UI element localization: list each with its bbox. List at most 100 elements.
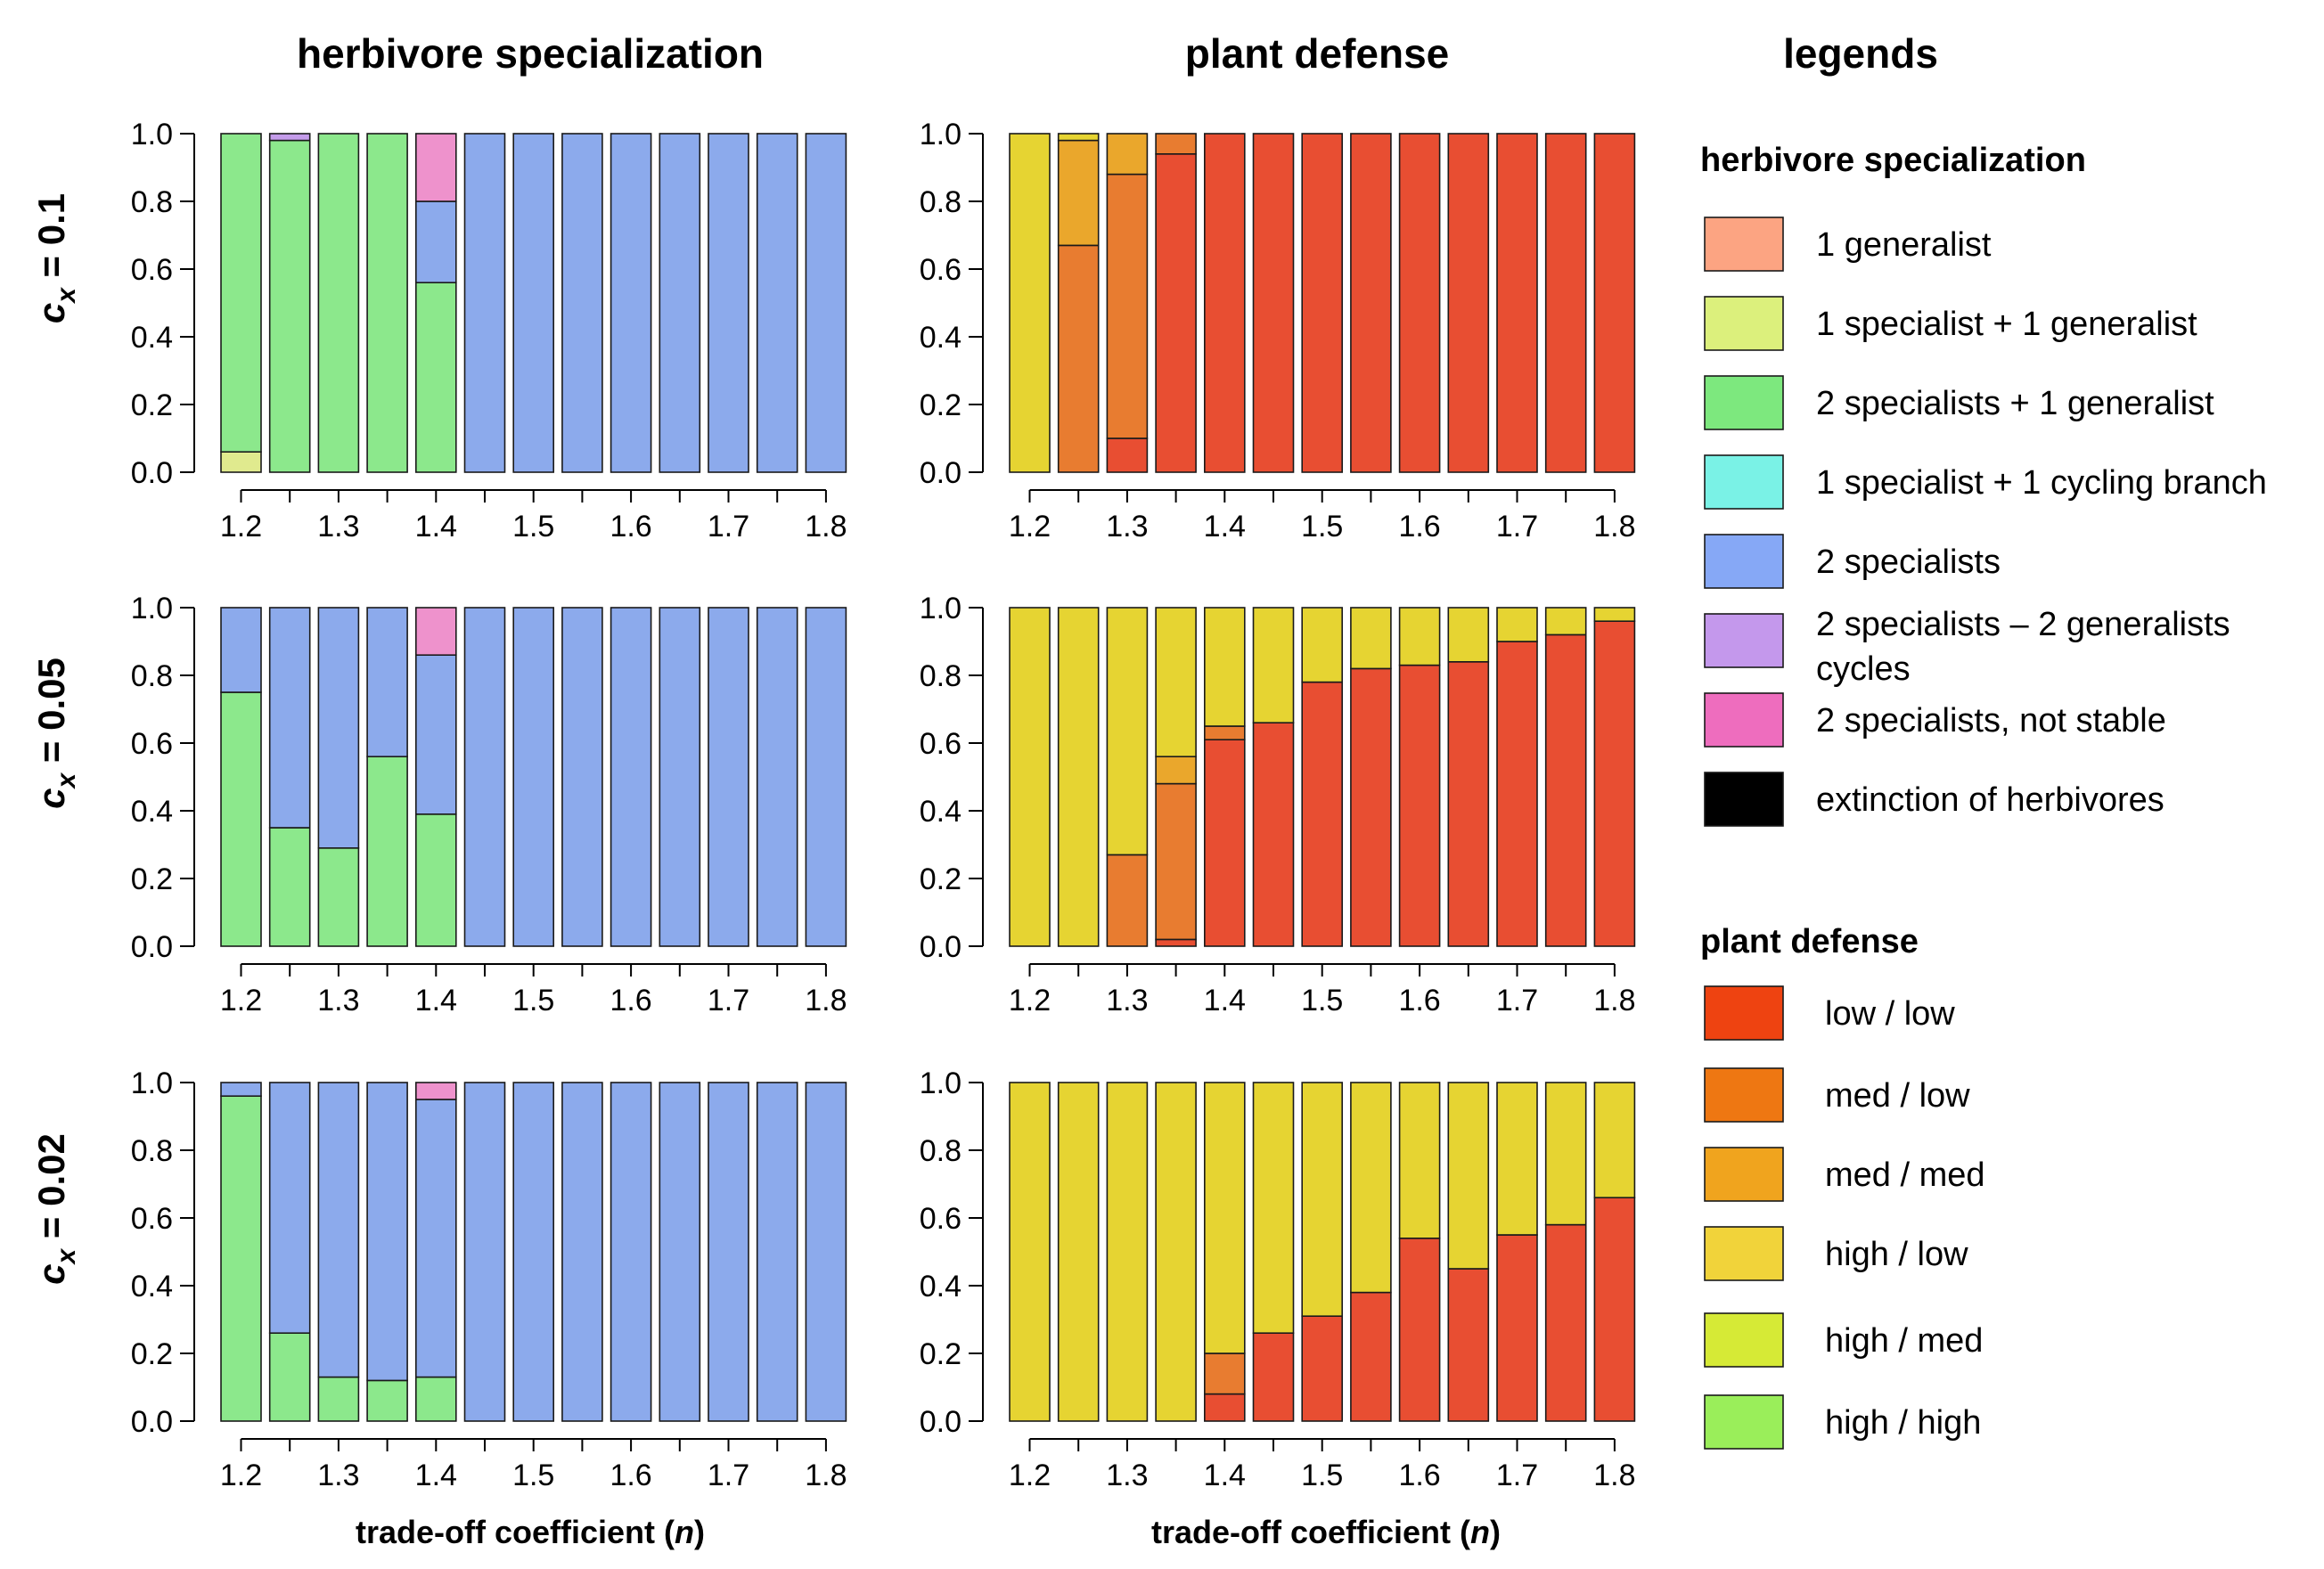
- x-axis-label-prefix: trade-off coefficient (: [1151, 1514, 1470, 1550]
- bar-segment-ll: [1496, 133, 1538, 473]
- legend-label-2sns: 2 specialists, not stable: [1816, 702, 2166, 740]
- y-tick-label: 0.6: [920, 727, 962, 761]
- herbivore-column-title: herbivore specialization: [297, 30, 764, 77]
- legend-label-hh: high / high: [1825, 1404, 1981, 1442]
- bar-segment-2s: [610, 133, 652, 473]
- x-tick-label: 1.6: [610, 984, 651, 1017]
- bar-segment-ll: [1593, 620, 1636, 947]
- x-tick-label: 1.6: [610, 1459, 651, 1492]
- legend-label-mm: med / med: [1825, 1156, 1985, 1194]
- x-axis-label-prefix: trade-off coefficient (: [356, 1514, 675, 1550]
- bar-segment-hl: [1350, 1082, 1392, 1294]
- y-tick-label: 0.4: [920, 1270, 962, 1303]
- bar-segment-2s1g: [268, 139, 311, 473]
- y-tick-label: 0.2: [131, 862, 173, 896]
- bar-segment-2s: [220, 1082, 262, 1097]
- bar-segment-2s1g: [366, 1379, 408, 1422]
- y-tick-label: 0.2: [920, 1337, 962, 1371]
- chart-panel-5: 0.0 0.2 0.4 0.6 0.8 1.0 1.2 1.3 1.4 1.5 1.6 1.7 1.8: [131, 1066, 847, 1492]
- x-tick-label: 1.7: [708, 510, 749, 543]
- bar-segment-ll: [1544, 1223, 1587, 1422]
- y-tick-label: 0.8: [920, 185, 962, 219]
- bar-segment-2s1g: [366, 133, 408, 473]
- bar-segment-2s: [268, 1082, 311, 1335]
- plant-column-title: plant defense: [1185, 30, 1450, 77]
- x-tick-label: 1.6: [1398, 1459, 1440, 1492]
- x-tick-label: 1.2: [220, 510, 262, 543]
- bar-segment-ll: [1155, 938, 1197, 947]
- bar-segment-2s: [610, 607, 652, 947]
- bar-segment-2s: [805, 1082, 847, 1422]
- bar-segment-hl: [1057, 1082, 1100, 1422]
- legend-swatch-1s1g: [1704, 296, 1784, 351]
- y-tick-label: 0.6: [920, 1202, 962, 1236]
- y-tick-label: 0.6: [131, 727, 173, 761]
- legend-swatch-hh: [1704, 1394, 1784, 1450]
- legend-swatch-ml: [1704, 1067, 1784, 1123]
- bar-segment-2s1g: [220, 1095, 262, 1422]
- bar-segment-2sns: [414, 133, 457, 202]
- y-tick-label: 0.4: [131, 1270, 173, 1303]
- bar-segment-ml: [1057, 244, 1100, 473]
- y-tick-label: 0.8: [131, 659, 173, 693]
- x-axis-label-symbol: n: [675, 1514, 694, 1550]
- bar-segment-2s1g: [366, 756, 408, 947]
- bar-segment-hl: [1447, 607, 1490, 663]
- bar-segment-ll: [1106, 437, 1149, 473]
- bar-segment-hl: [1544, 607, 1587, 636]
- x-tick-label: 1.4: [1204, 984, 1246, 1017]
- bar-segment-2s: [756, 133, 798, 473]
- y-tick-label: 0.6: [131, 253, 173, 287]
- bar-segment-2s1g: [414, 282, 457, 473]
- x-tick-label: 1.4: [1204, 510, 1246, 543]
- x-axis-label-left: trade-off coefficient (n): [356, 1514, 705, 1550]
- bar-segment-hl: [1252, 607, 1295, 723]
- legend-label-ml: med / low: [1825, 1077, 1970, 1115]
- x-tick-label: 1.5: [1301, 984, 1343, 1017]
- bar-segment-2s1g: [268, 827, 311, 947]
- row-label-2: cx = 0.05: [30, 658, 81, 809]
- legends-column-title: legends: [1783, 30, 1938, 77]
- y-tick-label: 0.0: [920, 456, 962, 490]
- bar-segment-2s1g: [220, 133, 262, 454]
- legend-swatch-2s: [1704, 534, 1784, 589]
- bar-segment-hl: [1009, 607, 1051, 947]
- bar-segment-ll: [1544, 133, 1587, 473]
- y-tick-label: 0.8: [920, 659, 962, 693]
- bar-segment-2s: [708, 607, 749, 947]
- bar-segment-ll: [1447, 133, 1490, 473]
- bar-segment-ll: [1204, 1393, 1246, 1422]
- bar-segment-2s: [317, 607, 360, 849]
- bar-segment-2s: [659, 607, 701, 947]
- bar-segment-ll: [1398, 1238, 1441, 1422]
- bar-segment-ll: [1301, 681, 1343, 947]
- bar-segment-ml: [1155, 782, 1197, 941]
- bar-segment-ll: [1496, 1234, 1538, 1422]
- bar-segment-2s1g: [268, 1332, 311, 1422]
- bar-segment-2s: [414, 1099, 457, 1378]
- bar-segment-2s: [512, 607, 555, 947]
- y-tick-label: 1.0: [131, 1066, 173, 1100]
- y-tick-label: 1.0: [920, 118, 962, 151]
- bar-segment-hl: [1544, 1082, 1587, 1226]
- x-tick-label: 1.8: [805, 1459, 847, 1492]
- y-tick-label: 0.2: [920, 862, 962, 896]
- bar-segment-ll: [1252, 1332, 1295, 1422]
- x-tick-label: 1.4: [415, 510, 457, 543]
- bar-segment-hl: [1496, 607, 1538, 642]
- bar-segment-2s: [708, 133, 749, 473]
- legend-label-hm: high / med: [1825, 1322, 1983, 1360]
- row-label-var: c: [30, 1263, 72, 1284]
- bar-segment-ll: [1398, 664, 1441, 947]
- x-tick-label: 1.2: [1009, 510, 1051, 543]
- x-tick-label: 1.2: [1009, 1459, 1051, 1492]
- x-tick-label: 1.7: [1496, 1459, 1538, 1492]
- chart-panels: 0.0 0.2 0.4 0.6 0.8 1.0 1.2 1.3 1.4 1.5 1.6 1.7 1.8 0…: [131, 118, 1636, 1492]
- y-tick-label: 0.6: [131, 1202, 173, 1236]
- bar-segment-2s: [561, 607, 603, 947]
- bar-segment-hl: [1350, 607, 1392, 670]
- x-tick-label: 1.3: [317, 1459, 359, 1492]
- bar-segment-ll: [1496, 641, 1538, 947]
- y-tick-label: 0.8: [131, 1134, 173, 1168]
- bar-segment-2sns: [414, 1082, 457, 1100]
